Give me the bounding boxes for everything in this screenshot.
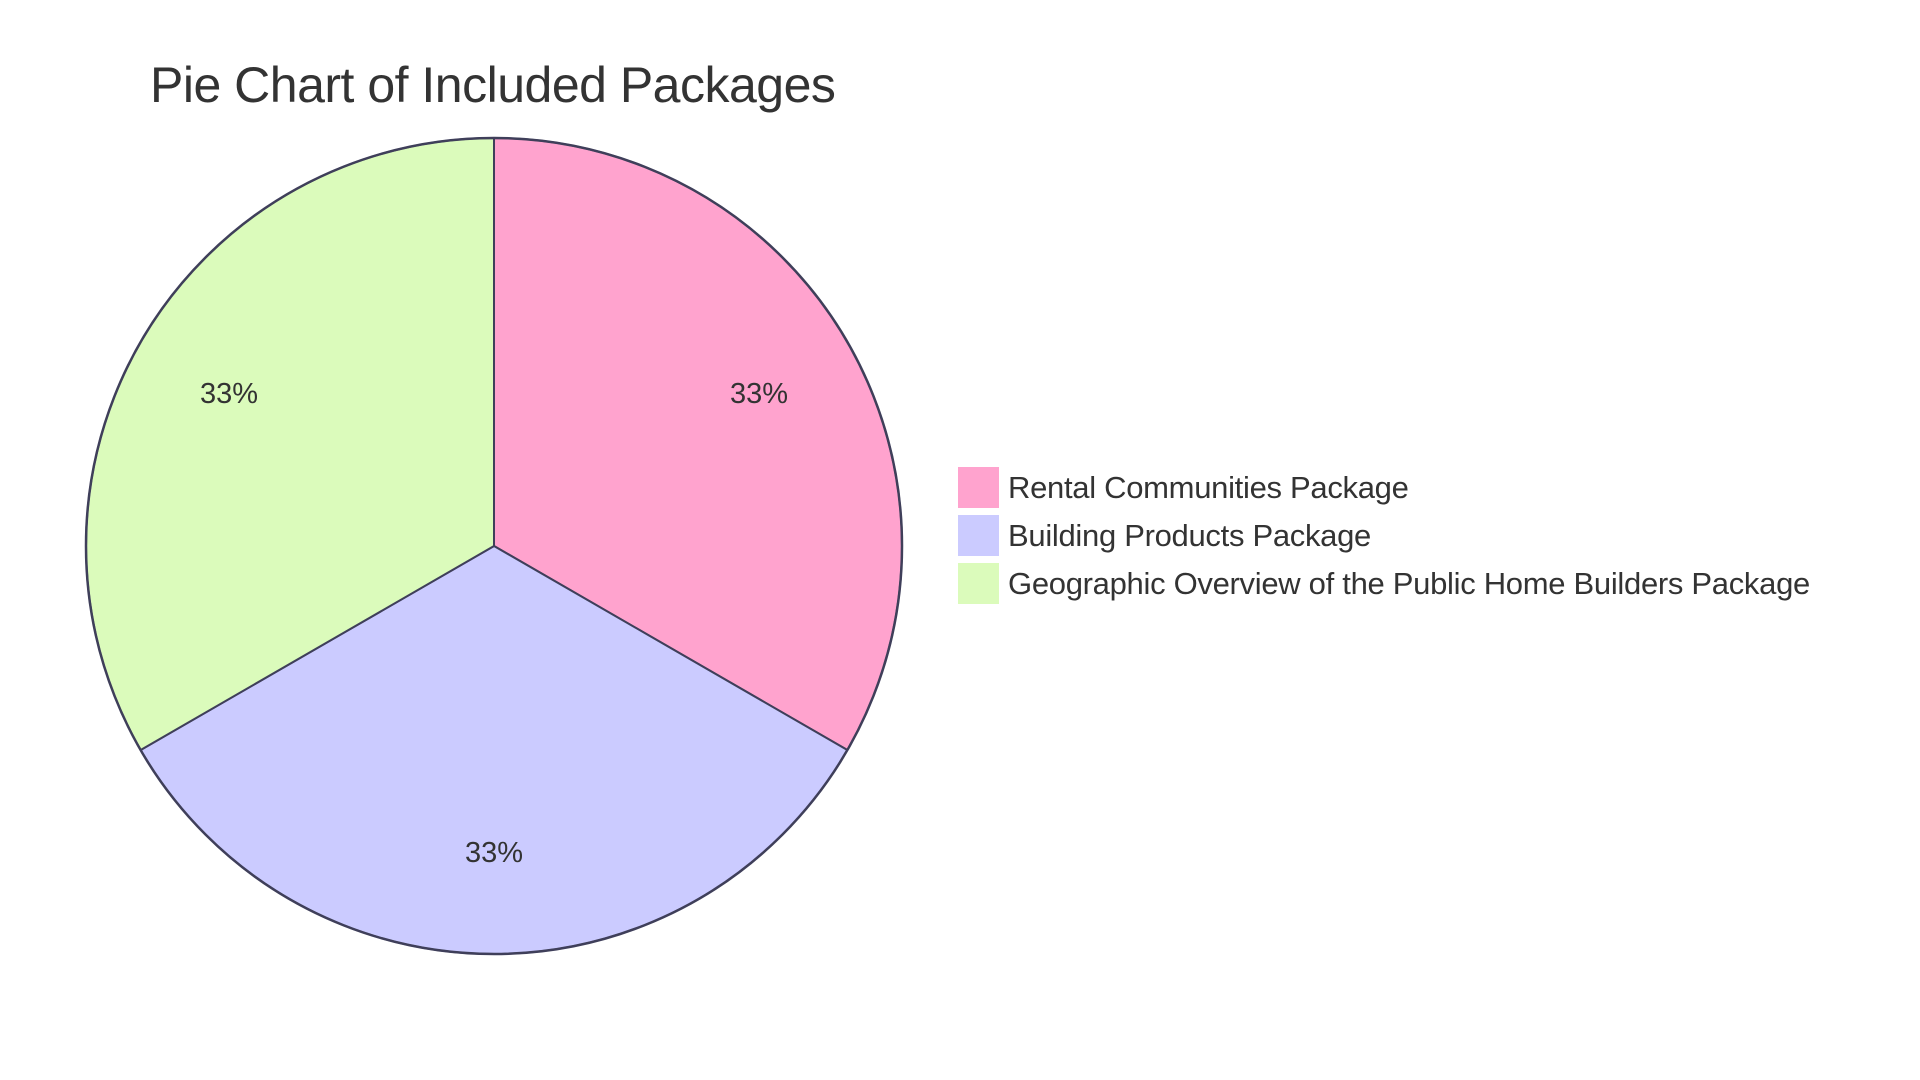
slice-percent-label: 33%	[200, 378, 258, 410]
legend-item-rental-communities[interactable]: Rental Communities Package	[958, 467, 1810, 508]
pie-labels: 33% 33% 33%	[200, 378, 788, 869]
legend-swatch	[958, 467, 999, 508]
legend-swatch	[958, 563, 999, 604]
slice-percent-label: 33%	[465, 837, 523, 869]
legend-label: Geographic Overview of the Public Home B…	[1008, 565, 1810, 601]
pie-slices	[84, 136, 904, 956]
legend-label: Rental Communities Package	[1008, 469, 1409, 505]
legend-label: Building Products Package	[1008, 517, 1372, 553]
legend-swatch	[958, 515, 999, 556]
legend-item-geographic-overview[interactable]: Geographic Overview of the Public Home B…	[958, 563, 1810, 604]
legend: Rental Communities Package Building Prod…	[958, 467, 1810, 611]
pie-outline	[84, 136, 904, 956]
legend-item-building-products[interactable]: Building Products Package	[958, 515, 1810, 556]
chart-title: Pie Chart of Included Packages	[150, 57, 836, 113]
slice-percent-label: 33%	[730, 378, 788, 410]
